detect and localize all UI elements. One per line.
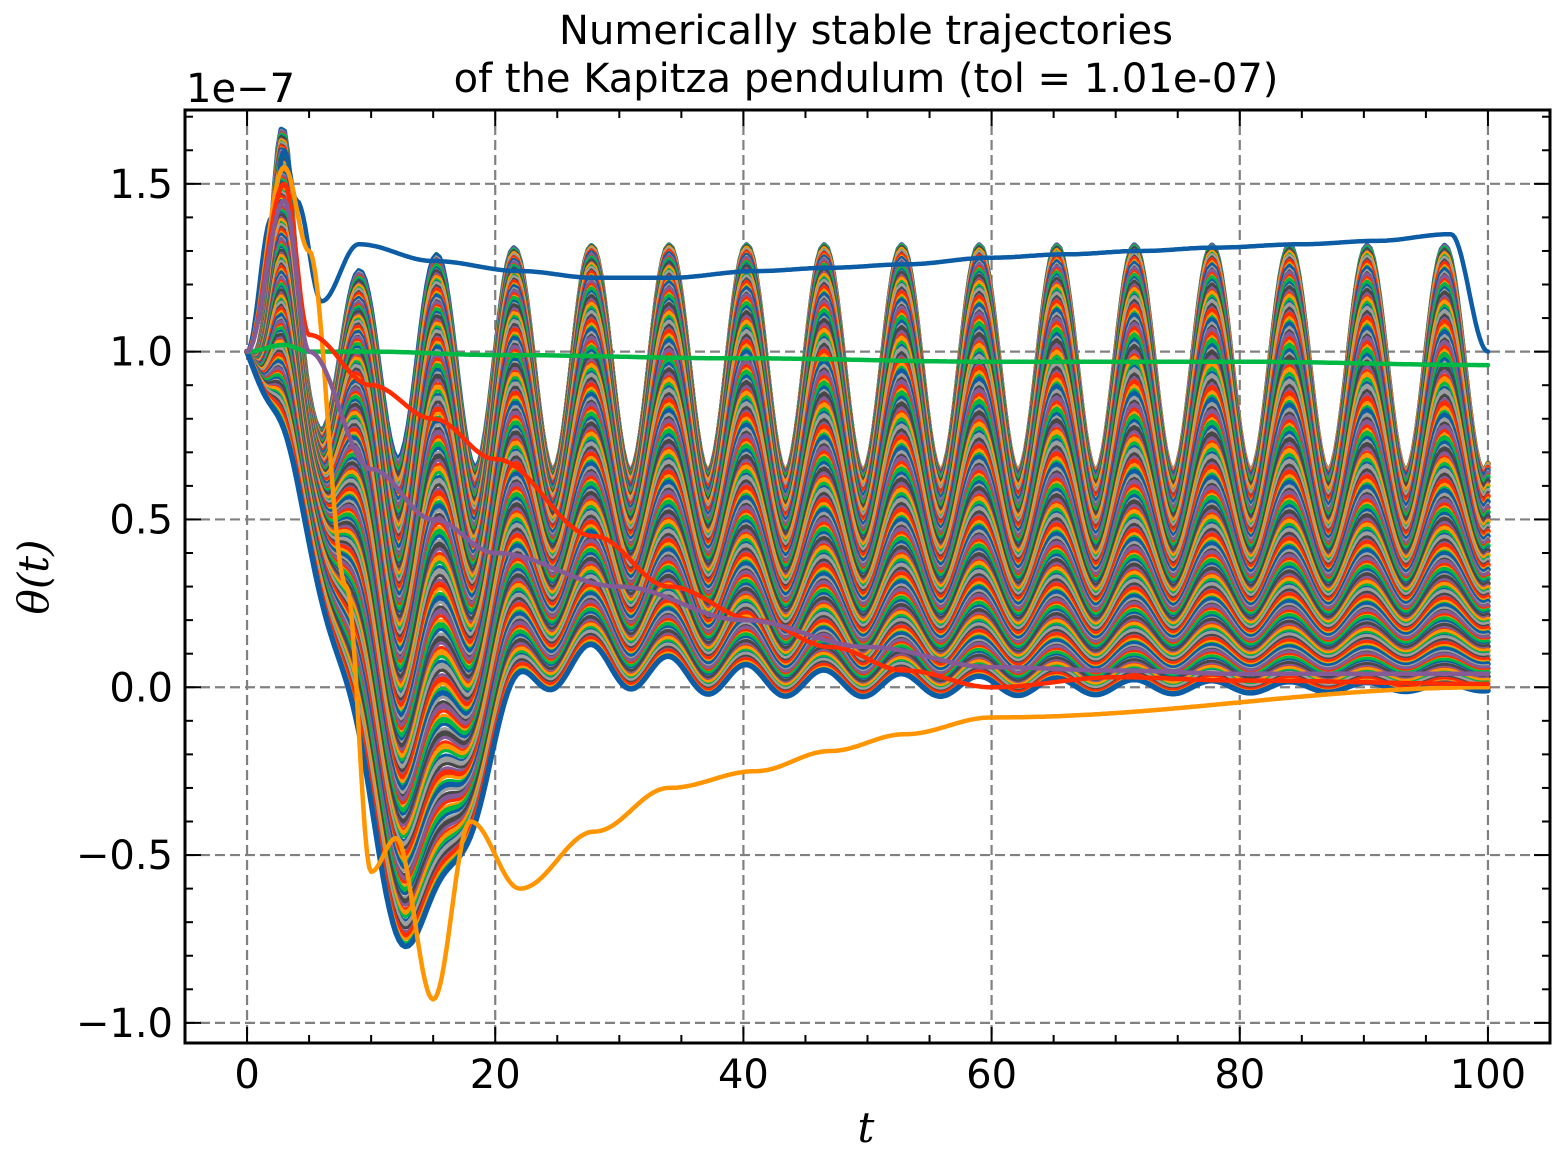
tick-labels: 0 20 40 60 80 100 −1.0 −0.5 0.0 0.5 1.0 1.5	[76, 162, 1526, 1098]
x-tick-label: 60	[966, 1052, 1017, 1098]
highlighted-trajectory-line	[244, 342, 1491, 368]
x-tick-label: 0	[234, 1052, 259, 1098]
y-tick-label: 1.0	[109, 330, 173, 376]
y-offset-text: 1e−7	[186, 66, 295, 112]
y-tick-label: −0.5	[76, 833, 173, 879]
x-tick-label: 20	[470, 1052, 521, 1098]
y-tick-label: 0.5	[109, 497, 173, 543]
x-tick-label: 80	[1214, 1052, 1265, 1098]
x-axis-label: t	[858, 1103, 875, 1152]
x-tick-label: 100	[1450, 1052, 1526, 1098]
ticks	[184, 110, 1551, 1043]
chart-title: Numerically stable trajectories of the Ka…	[454, 8, 1279, 102]
y-tick-label: 0.0	[109, 665, 173, 711]
series-layer	[244, 126, 1491, 1002]
highlighted-trajectory-line	[244, 198, 1491, 677]
highlighted-trajectory-line	[244, 164, 1491, 1002]
y-tick-label: 1.5	[109, 162, 173, 208]
x-tick-label: 40	[718, 1052, 769, 1098]
chart-title-line: Numerically stable trajectories	[559, 8, 1173, 54]
highlighted-trajectory-line	[244, 181, 1491, 690]
y-axis-label: θ(t)	[9, 540, 58, 615]
highlighted-trajectory-line	[244, 148, 1491, 354]
y-tick-label: −1.0	[76, 1001, 173, 1047]
chart-title-line: of the Kapitza pendulum (tol = 1.01e-07)	[454, 56, 1279, 102]
